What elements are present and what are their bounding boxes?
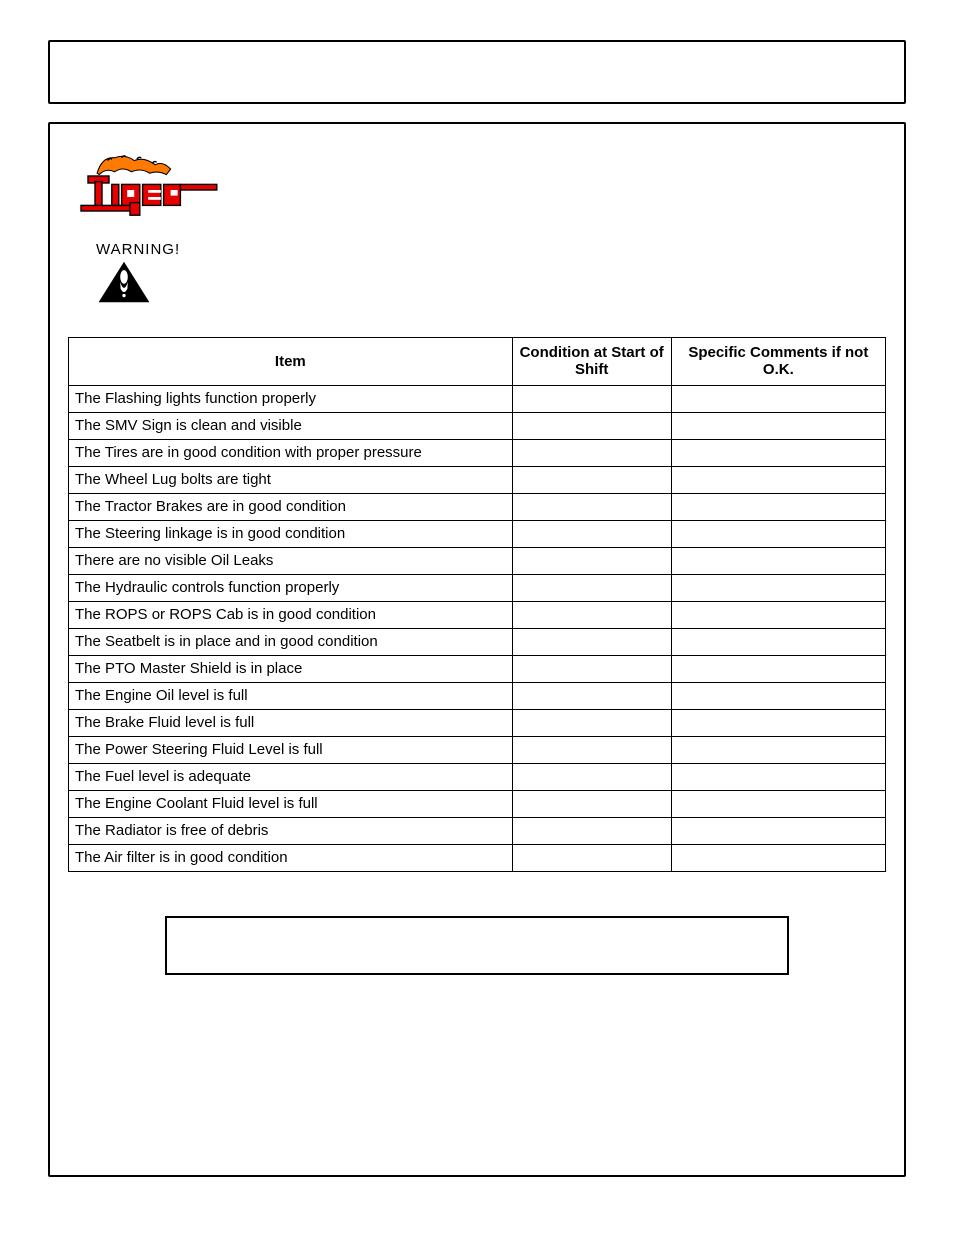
condition-cell[interactable] [512, 817, 671, 844]
comments-cell[interactable] [671, 574, 885, 601]
comments-cell[interactable] [671, 682, 885, 709]
item-cell: There are no visible Oil Leaks [69, 547, 513, 574]
comments-cell[interactable] [671, 601, 885, 628]
condition-cell[interactable] [512, 439, 671, 466]
table-row: The Engine Coolant Fluid level is full [69, 790, 886, 817]
comments-cell[interactable] [671, 763, 885, 790]
comments-cell[interactable] [671, 655, 885, 682]
comments-cell[interactable] [671, 493, 885, 520]
table-row: The Hydraulic controls function properly [69, 574, 886, 601]
item-cell: The Tires are in good condition with pro… [69, 439, 513, 466]
item-cell: The Seatbelt is in place and in good con… [69, 628, 513, 655]
header-item: Item [69, 338, 513, 386]
table-row: The ROPS or ROPS Cab is in good conditio… [69, 601, 886, 628]
condition-cell[interactable] [512, 412, 671, 439]
header-comments: Specific Comments if not O.K. [671, 338, 885, 386]
table-row: The Power Steering Fluid Level is full [69, 736, 886, 763]
condition-cell[interactable] [512, 790, 671, 817]
item-cell: The PTO Master Shield is in place [69, 655, 513, 682]
table-row: There are no visible Oil Leaks [69, 547, 886, 574]
logo-container [76, 148, 886, 223]
page: WARNING! Item Condition at Start of Shif… [0, 0, 954, 1235]
table-row: The Wheel Lug bolts are tight [69, 466, 886, 493]
item-cell: The Air filter is in good condition [69, 844, 513, 871]
table-row: The Seatbelt is in place and in good con… [69, 628, 886, 655]
condition-cell[interactable] [512, 547, 671, 574]
table-row: The PTO Master Shield is in place [69, 655, 886, 682]
condition-cell[interactable] [512, 682, 671, 709]
condition-cell[interactable] [512, 385, 671, 412]
table-row: The Flashing lights function properly [69, 385, 886, 412]
comments-cell[interactable] [671, 547, 885, 574]
main-content-box: WARNING! Item Condition at Start of Shif… [48, 122, 906, 1177]
item-cell: The Steering linkage is in good conditio… [69, 520, 513, 547]
condition-cell[interactable] [512, 628, 671, 655]
item-cell: The ROPS or ROPS Cab is in good conditio… [69, 601, 513, 628]
table-row: The Fuel level is adequate [69, 763, 886, 790]
comments-cell[interactable] [671, 412, 885, 439]
item-cell: The Tractor Brakes are in good condition [69, 493, 513, 520]
comments-cell[interactable] [671, 628, 885, 655]
table-row: The Engine Oil level is full [69, 682, 886, 709]
condition-cell[interactable] [512, 709, 671, 736]
condition-cell[interactable] [512, 574, 671, 601]
comments-cell[interactable] [671, 790, 885, 817]
table-row: The Air filter is in good condition [69, 844, 886, 871]
condition-cell[interactable] [512, 736, 671, 763]
condition-cell[interactable] [512, 763, 671, 790]
table-row: The Steering linkage is in good conditio… [69, 520, 886, 547]
warning-triangle-icon [96, 260, 152, 304]
inspection-table: Item Condition at Start of Shift Specifi… [68, 337, 886, 872]
table-header-row: Item Condition at Start of Shift Specifi… [69, 338, 886, 386]
item-cell: The Power Steering Fluid Level is full [69, 736, 513, 763]
condition-cell[interactable] [512, 520, 671, 547]
item-cell: The Engine Coolant Fluid level is full [69, 790, 513, 817]
condition-cell[interactable] [512, 601, 671, 628]
item-cell: The Fuel level is adequate [69, 763, 513, 790]
comments-cell[interactable] [671, 844, 885, 871]
comments-cell[interactable] [671, 520, 885, 547]
header-condition: Condition at Start of Shift [512, 338, 671, 386]
comments-cell[interactable] [671, 709, 885, 736]
item-cell: The Wheel Lug bolts are tight [69, 466, 513, 493]
warning-block: WARNING! [96, 241, 886, 309]
comments-cell[interactable] [671, 439, 885, 466]
comments-cell[interactable] [671, 385, 885, 412]
comments-cell[interactable] [671, 736, 885, 763]
table-row: The Brake Fluid level is full [69, 709, 886, 736]
condition-cell[interactable] [512, 466, 671, 493]
item-cell: The Radiator is free of debris [69, 817, 513, 844]
condition-cell[interactable] [512, 493, 671, 520]
top-frame-box [48, 40, 906, 104]
table-row: The Tractor Brakes are in good condition [69, 493, 886, 520]
comments-cell[interactable] [671, 466, 885, 493]
item-cell: The Flashing lights function properly [69, 385, 513, 412]
warning-label: WARNING! [96, 241, 886, 258]
tiger-logo [76, 148, 226, 218]
item-cell: The SMV Sign is clean and visible [69, 412, 513, 439]
table-row: The SMV Sign is clean and visible [69, 412, 886, 439]
table-row: The Tires are in good condition with pro… [69, 439, 886, 466]
table-row: The Radiator is free of debris [69, 817, 886, 844]
condition-cell[interactable] [512, 844, 671, 871]
comments-cell[interactable] [671, 817, 885, 844]
bottom-frame-box [165, 916, 789, 975]
item-cell: The Hydraulic controls function properly [69, 574, 513, 601]
item-cell: The Brake Fluid level is full [69, 709, 513, 736]
condition-cell[interactable] [512, 655, 671, 682]
item-cell: The Engine Oil level is full [69, 682, 513, 709]
